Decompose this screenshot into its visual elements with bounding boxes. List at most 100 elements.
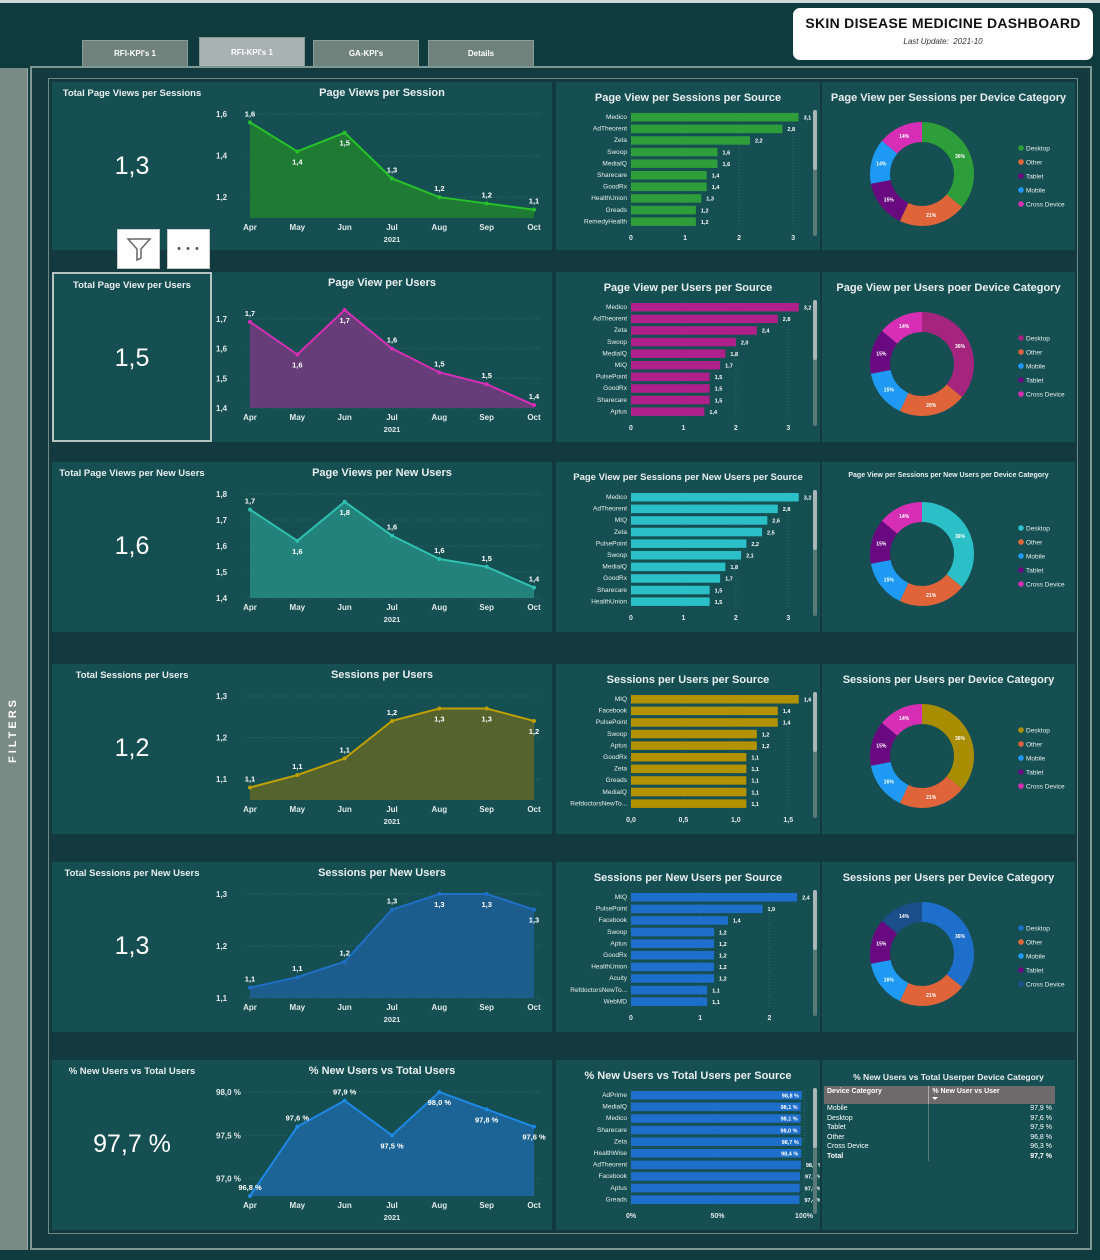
donut-slice[interactable] [870, 330, 898, 374]
bar[interactable] [631, 395, 710, 405]
donut-slice[interactable] [881, 704, 922, 736]
donut-slice[interactable] [899, 574, 963, 606]
bar[interactable] [631, 539, 747, 548]
donut-slice[interactable] [870, 179, 909, 222]
bar[interactable] [631, 504, 778, 514]
more-options-button[interactable]: • • • [167, 229, 210, 269]
table-visual[interactable]: % New Users vs Total Userper Device Cate… [822, 1060, 1075, 1230]
bar[interactable] [631, 1137, 802, 1146]
donut-slice[interactable] [870, 369, 909, 412]
legend-label[interactable]: Other [1026, 742, 1043, 749]
donut-chart[interactable]: Sessions per Users per Device Category 36… [822, 862, 1075, 1032]
bar[interactable] [631, 787, 747, 797]
data-point[interactable] [437, 706, 442, 711]
data-point[interactable] [390, 718, 394, 723]
line-chart[interactable]: Page Views per New Users 1,4 1,5 1,6 1,7 1,8 1… [212, 462, 552, 632]
legend-label[interactable]: Tablet [1026, 174, 1044, 181]
data-point[interactable] [437, 892, 442, 896]
data-point[interactable] [248, 319, 252, 324]
legend-label[interactable]: Other [1026, 540, 1043, 547]
scrollbar-thumb[interactable] [813, 490, 817, 550]
donut-chart[interactable]: Page View per Users poer Device Category… [822, 272, 1075, 442]
legend-label[interactable]: Mobile [1026, 364, 1046, 371]
donut-slice[interactable] [881, 902, 922, 934]
bar[interactable] [631, 384, 710, 393]
scrollbar-thumb[interactable] [813, 1088, 817, 1148]
bar[interactable] [631, 159, 718, 168]
data-point[interactable] [484, 706, 489, 711]
bar[interactable] [631, 361, 721, 370]
bar[interactable] [631, 337, 736, 347]
data-point[interactable] [295, 538, 300, 543]
sort-descending-icon[interactable] [932, 1097, 939, 1100]
donut-slice[interactable] [881, 122, 922, 154]
bar[interactable] [631, 597, 710, 606]
filters-pane[interactable]: FILTERS [0, 68, 28, 1250]
legend-label[interactable]: Cross Device [1026, 202, 1065, 209]
bar[interactable] [631, 1183, 800, 1193]
data-point[interactable] [248, 507, 252, 512]
bar[interactable] [631, 1149, 802, 1158]
column-header[interactable]: Device Category [824, 1086, 929, 1104]
data-point[interactable] [342, 130, 347, 135]
donut-chart[interactable]: Page View per Sessions per Device Catego… [822, 82, 1075, 250]
bar[interactable] [631, 962, 715, 972]
bar[interactable] [631, 939, 715, 948]
bar[interactable] [631, 916, 728, 925]
data-point[interactable] [532, 1124, 536, 1129]
bar[interactable] [631, 493, 799, 502]
donut-slice[interactable] [870, 520, 898, 564]
bar[interactable] [631, 951, 715, 960]
bar-chart[interactable]: % New Users vs Total Users per Source 0% 5… [556, 1060, 820, 1230]
bar[interactable] [631, 349, 726, 358]
bar[interactable] [631, 113, 799, 122]
data-point[interactable] [390, 533, 394, 538]
bar[interactable] [631, 171, 707, 180]
data-point[interactable] [390, 346, 394, 351]
bar[interactable] [631, 326, 757, 335]
donut-slice[interactable] [870, 559, 909, 602]
bar[interactable] [631, 695, 799, 704]
legend-label[interactable]: Tablet [1026, 568, 1044, 575]
bar[interactable] [631, 764, 747, 774]
bar[interactable] [631, 927, 715, 937]
bar[interactable] [631, 985, 708, 995]
data-point[interactable] [484, 564, 489, 569]
bar-chart[interactable]: Sessions per New Users per Source 0 1 2 MIQ 2… [556, 862, 820, 1032]
line-chart[interactable]: % New Users vs Total Users 97,0 % 97,5 % 98… [212, 1060, 552, 1230]
tab-2[interactable]: GA-KPI's [313, 40, 419, 67]
line-chart[interactable]: Page Views per Session 1,2 1,4 1,6 1,6 Apr 1,4… [212, 82, 552, 250]
table-row[interactable]: Desktop 97,6 % [824, 1113, 1055, 1123]
legend-label[interactable]: Cross Device [1026, 982, 1065, 989]
kpi-card[interactable]: Total Sessions per Users 1,2 [52, 664, 212, 834]
bar[interactable] [631, 527, 763, 537]
scrollbar-thumb[interactable] [813, 890, 817, 950]
bar-chart[interactable]: Sessions per Users per Source 0,0 0,5 1,0 1,… [556, 664, 820, 834]
line-chart[interactable]: Sessions per New Users 1,1 1,2 1,3 1,1 Apr 1,1… [212, 862, 552, 1032]
bar[interactable] [631, 303, 799, 312]
data-point[interactable] [295, 149, 300, 154]
legend-label[interactable]: Desktop [1026, 728, 1050, 735]
donut-chart[interactable]: Page View per Sessions per New Users per… [822, 462, 1075, 632]
kpi-card[interactable]: Total Page View per Users 1,5 [52, 272, 212, 442]
legend-label[interactable]: Tablet [1026, 968, 1044, 975]
donut-slice[interactable] [870, 959, 909, 1002]
data-point[interactable] [390, 176, 394, 181]
bar[interactable] [631, 182, 707, 192]
bar[interactable] [631, 551, 742, 560]
bar[interactable] [631, 1102, 801, 1112]
bar[interactable] [631, 706, 778, 716]
donut-slice[interactable] [899, 194, 963, 227]
legend-label[interactable]: Tablet [1026, 378, 1044, 385]
donut-slice[interactable] [922, 312, 974, 398]
data-point[interactable] [484, 892, 489, 896]
bar[interactable] [631, 314, 778, 324]
legend-label[interactable]: Desktop [1026, 526, 1050, 533]
data-point[interactable] [532, 907, 536, 912]
donut-slice[interactable] [922, 902, 974, 988]
donut-slice[interactable] [870, 722, 898, 766]
filter-button[interactable] [117, 229, 160, 269]
tab-1[interactable]: RFI-KPI's 1 [199, 37, 305, 67]
bar[interactable] [631, 217, 696, 226]
data-point[interactable] [342, 499, 347, 504]
